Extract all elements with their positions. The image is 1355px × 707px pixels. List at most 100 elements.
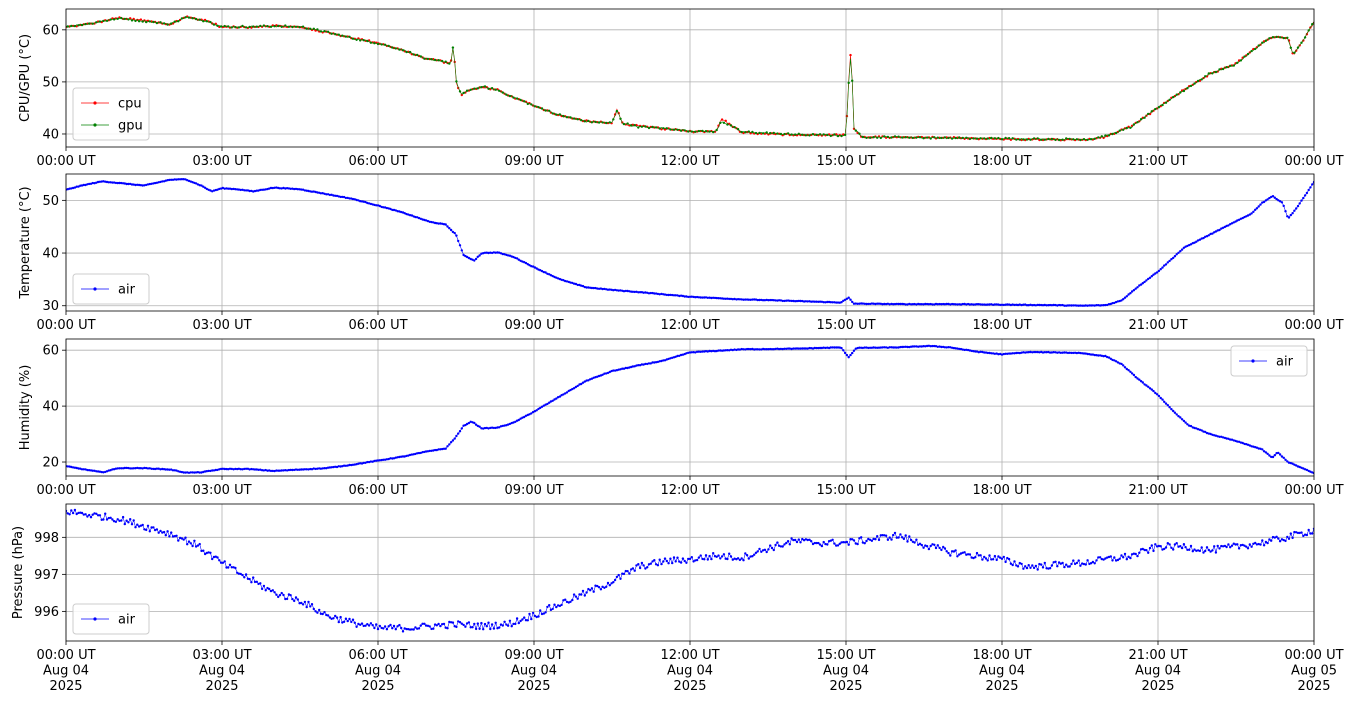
data-point [549,111,553,114]
data-point [230,187,233,191]
data-point [993,352,997,355]
data-point [902,345,906,349]
data-point [498,626,501,629]
data-point [1118,557,1121,560]
data-point [943,303,947,306]
y-tick-label: 997 [34,568,59,583]
data-point [416,53,419,57]
data-point [556,396,560,399]
data-point [1236,219,1239,222]
data-point [412,628,415,631]
data-point [248,25,251,29]
data-point [219,25,223,28]
data-point [744,131,747,134]
data-point [913,302,916,306]
data-point [626,570,629,573]
x-tick-label: 00:00 UT [36,483,95,498]
data-point [617,289,620,292]
data-point [168,468,171,471]
data-point [1040,350,1043,354]
data-point [353,463,356,466]
data-point [1052,561,1055,564]
data-point [96,470,100,473]
data-point [799,299,802,303]
data-point [244,26,248,29]
data-point [1043,351,1047,354]
data-point [514,622,517,626]
data-point [177,20,180,23]
data-point [1013,303,1016,307]
data-point [253,468,257,471]
data-point [1095,304,1098,307]
data-point [767,548,770,551]
data-point [1027,304,1030,307]
data-point [990,136,993,140]
data-point [690,351,693,354]
data-point [843,541,847,544]
data-point [114,467,118,470]
data-point [359,39,362,42]
data-point [508,619,512,622]
data-point [772,348,775,351]
data-point [203,186,207,189]
data-point [451,46,455,49]
data-point [1025,138,1029,141]
data-point [1220,544,1223,548]
data-point [1129,292,1132,295]
data-point [385,458,389,461]
data-point [997,303,1000,306]
data-point [521,416,524,419]
data-point [73,508,77,512]
data-point [1075,138,1079,141]
data-point [965,303,968,306]
data-point [849,53,852,57]
data-point [678,294,681,298]
data-point [1029,303,1032,306]
data-point [1161,398,1164,401]
data-point [667,293,670,297]
data-point [207,551,210,554]
data-point [722,121,726,125]
data-point [1091,304,1095,307]
data-point [569,600,572,603]
data-point [858,537,861,540]
data-point [1207,432,1211,435]
data-point [785,299,788,302]
data-point [1275,35,1278,39]
data-point [1086,559,1089,562]
data-point [662,127,665,130]
data-point [499,252,503,255]
data-point [515,617,519,620]
data-point [1141,381,1145,384]
data-point [462,91,465,95]
data-point [679,353,683,357]
data-point [646,291,649,294]
data-point [441,447,444,451]
data-point [808,134,811,137]
data-point [956,347,959,350]
data-point [1040,563,1043,566]
data-point [357,199,360,202]
data-point [524,619,528,622]
data-point [205,187,208,191]
data-point [1255,46,1259,49]
data-point [1143,548,1146,552]
data-point [1218,228,1221,232]
data-point [1025,351,1029,354]
data-point [508,254,512,257]
data-point [597,374,601,378]
data-point [555,397,558,400]
data-point [439,448,442,451]
data-point [1275,197,1278,201]
data-point [1173,255,1177,258]
data-point [1278,200,1282,203]
data-point [426,450,430,453]
data-point [1086,138,1089,141]
data-point [1307,528,1310,532]
data-point [970,349,973,353]
data-point [1029,138,1032,141]
data-point [326,466,330,469]
data-point [781,347,784,351]
data-point [89,516,93,519]
data-point [760,550,763,553]
